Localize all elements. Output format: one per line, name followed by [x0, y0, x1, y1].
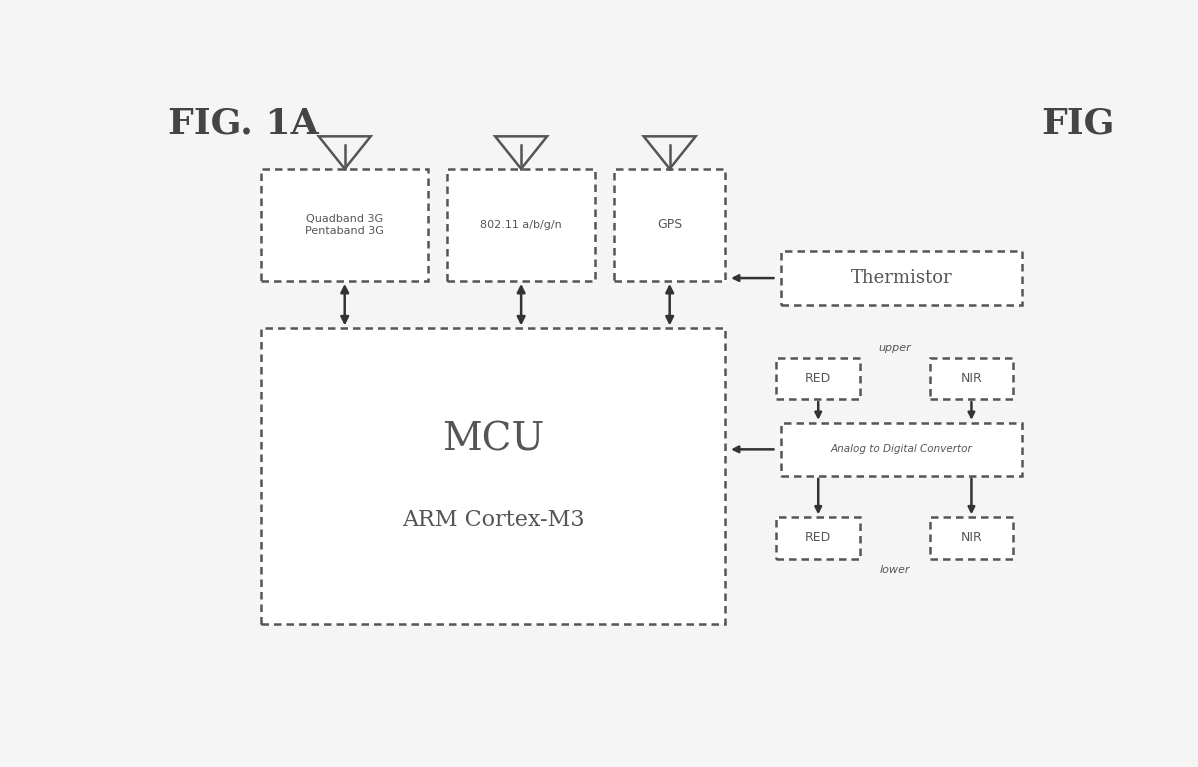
- Bar: [930, 357, 1014, 399]
- Bar: [447, 169, 595, 281]
- Text: upper: upper: [878, 343, 912, 353]
- Text: ARM Cortex-M3: ARM Cortex-M3: [403, 509, 585, 532]
- Text: Analog to Digital Convertor: Analog to Digital Convertor: [831, 444, 973, 454]
- Text: 802.11 a/b/g/n: 802.11 a/b/g/n: [480, 220, 562, 230]
- Text: RED: RED: [805, 372, 831, 385]
- Bar: [261, 328, 726, 624]
- Bar: [615, 169, 726, 281]
- Bar: [781, 423, 1023, 476]
- Text: MCU: MCU: [442, 422, 544, 459]
- Text: Quadband 3G
Pentaband 3G: Quadband 3G Pentaband 3G: [305, 214, 385, 235]
- Text: FIG. 1A: FIG. 1A: [168, 107, 319, 141]
- Text: FIG: FIG: [1041, 107, 1114, 141]
- Bar: [930, 517, 1014, 558]
- Text: NIR: NIR: [961, 532, 982, 545]
- Bar: [261, 169, 429, 281]
- Text: Thermistor: Thermistor: [851, 269, 952, 287]
- Text: lower: lower: [879, 565, 910, 574]
- Text: RED: RED: [805, 532, 831, 545]
- Bar: [776, 357, 860, 399]
- Text: NIR: NIR: [961, 372, 982, 385]
- Text: GPS: GPS: [657, 219, 683, 232]
- Bar: [781, 252, 1023, 304]
- Bar: [776, 517, 860, 558]
